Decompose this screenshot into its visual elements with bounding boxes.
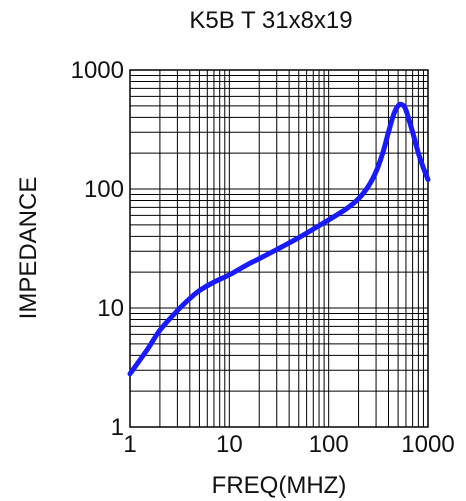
chart-title: K5B T 31x8x19 [189, 7, 352, 34]
grid [129, 70, 428, 428]
x-axis-label: FREQ(MHZ) [212, 472, 347, 499]
tick-labels: 1 10 100 1000 1 10 100 1000 [71, 57, 455, 458]
series-layer [127, 101, 431, 377]
y-axis-label: IMPEDANCE [15, 177, 42, 320]
x-tick-label: 100 [309, 431, 349, 458]
x-tick-label: 1000 [401, 431, 454, 458]
impedance-curve [127, 101, 431, 377]
x-tick-label: 10 [216, 431, 243, 458]
y-tick-label: 1 [111, 414, 124, 441]
y-tick-label: 100 [84, 176, 124, 203]
y-tick-label: 10 [97, 295, 124, 322]
plot-frame [129, 69, 429, 428]
y-tick-label: 1000 [71, 57, 124, 84]
x-tick-label: 1 [123, 431, 136, 458]
